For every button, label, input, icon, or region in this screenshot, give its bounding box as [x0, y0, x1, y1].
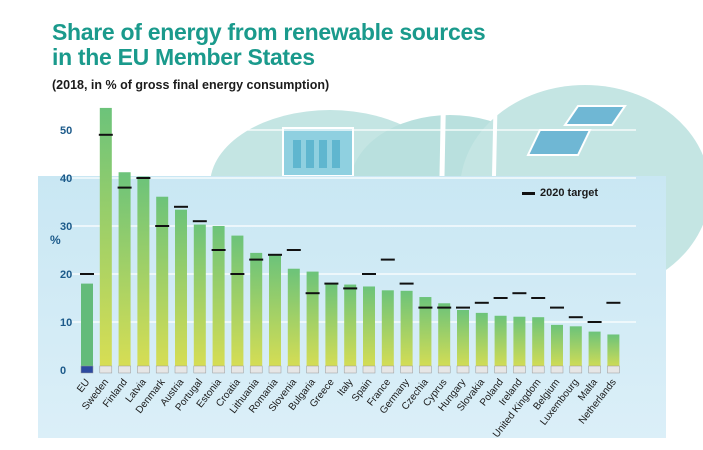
flag-sweden-icon — [99, 365, 113, 374]
flag-denmark-icon — [155, 365, 169, 374]
flag-spain-icon — [362, 365, 376, 374]
bar-croatia — [231, 235, 244, 370]
flag-croatia-icon — [231, 365, 244, 374]
y-tick-30: 30 — [60, 221, 72, 233]
chart-subtitle: (2018, in % of gross final energy consum… — [52, 78, 330, 92]
flag-cyprus-icon — [437, 365, 451, 374]
flag-czechia-icon — [419, 365, 432, 374]
y-tick-40: 40 — [60, 173, 72, 185]
bars — [81, 107, 620, 371]
y-tick-20: 20 — [60, 269, 72, 281]
bar-sweden — [99, 107, 112, 371]
flag-france-icon — [381, 365, 395, 374]
bar-ireland — [513, 316, 526, 370]
bar-poland — [494, 315, 507, 370]
flag-malta-icon — [588, 365, 601, 374]
flag-eu-icon — [80, 365, 94, 374]
bar-greece — [325, 283, 338, 370]
bar-slovakia — [475, 312, 488, 370]
bar-italy — [344, 284, 357, 370]
y-axis-label: % — [50, 233, 61, 247]
bar-romania — [269, 255, 281, 370]
bar-austria — [175, 209, 187, 370]
bar-slovenia — [287, 268, 300, 370]
flag-luxembourg-icon — [569, 365, 583, 374]
bar-finland — [118, 172, 131, 370]
flag-estonia-icon — [212, 365, 225, 374]
flag-latvia-icon — [137, 365, 150, 374]
bar-eu — [81, 283, 93, 370]
flag-slovenia-icon — [287, 365, 301, 374]
legend-target-label: 2020 target — [540, 187, 599, 199]
bar-bulgaria — [306, 271, 319, 370]
flag-united-kingdom-icon — [531, 365, 545, 374]
bar-czechia — [419, 297, 432, 370]
legend: 2020 target — [522, 187, 598, 199]
flag-lithuania-icon — [249, 365, 263, 374]
bar-denmark — [156, 196, 169, 370]
bar-united-kingdom — [532, 317, 545, 370]
bar-latvia — [137, 176, 150, 370]
flag-austria-icon — [174, 365, 188, 374]
flag-portugal-icon — [193, 365, 207, 374]
bar-germany — [400, 290, 413, 370]
y-tick-50: 50 — [60, 125, 72, 137]
y-tick-10: 10 — [60, 317, 72, 329]
legend-target-swatch — [522, 191, 535, 195]
bar-cyprus — [438, 303, 451, 370]
flag-ireland-icon — [513, 365, 526, 374]
y-tick-labels: 0 10 20 30 40 50 — [60, 125, 72, 377]
dam-icon — [282, 127, 354, 177]
flag-finland-icon — [118, 365, 131, 374]
bar-belgium — [551, 324, 563, 370]
flags — [80, 365, 620, 374]
bar-netherlands — [607, 334, 620, 370]
flag-romania-icon — [268, 365, 282, 374]
bar-luxembourg — [569, 326, 582, 370]
bar-malta — [588, 331, 601, 370]
bar-lithuania — [250, 252, 263, 370]
flag-italy-icon — [343, 365, 357, 374]
wind-turbine-icon — [416, 26, 524, 179]
flag-poland-icon — [494, 365, 507, 374]
flag-slovakia-icon — [475, 365, 489, 374]
bar-hungary — [457, 310, 469, 370]
bar-spain — [363, 286, 375, 370]
bar-portugal — [193, 224, 206, 370]
flag-netherlands-icon — [607, 365, 620, 374]
flag-greece-icon — [325, 365, 338, 374]
flag-hungary-icon — [456, 365, 470, 374]
target-markers — [80, 133, 621, 323]
flag-belgium-icon — [550, 365, 564, 374]
bar-estonia — [212, 226, 225, 370]
bar-france — [381, 290, 394, 370]
chart-title-line1: Share of energy from renewable sources — [52, 19, 486, 45]
flag-germany-icon — [400, 365, 413, 374]
flag-bulgaria-icon — [306, 365, 319, 374]
chart-title-line2: in the EU Member States — [52, 44, 315, 70]
y-tick-0: 0 — [60, 365, 66, 377]
